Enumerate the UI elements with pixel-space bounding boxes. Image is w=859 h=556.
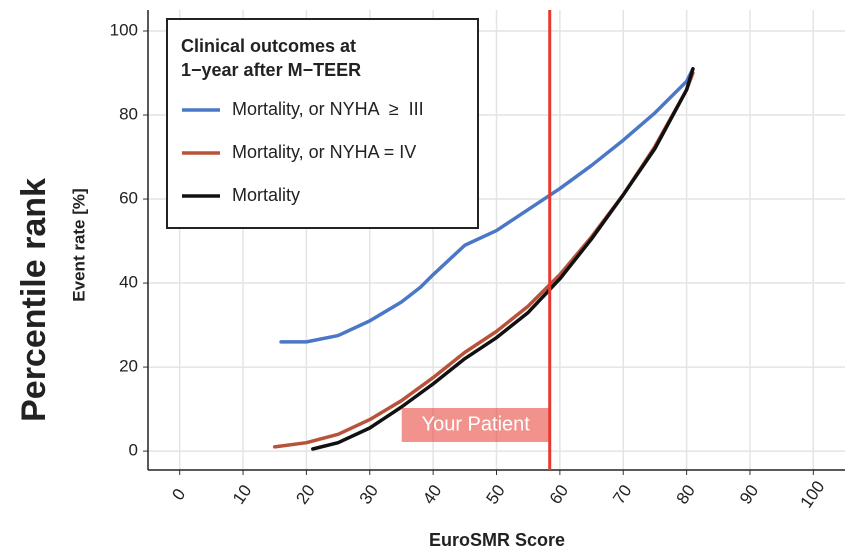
y-tick-label: 80 [119, 105, 138, 124]
y-tick-label: 20 [119, 357, 138, 376]
x-tick-label: 40 [419, 481, 445, 507]
y-tick-label: 60 [119, 189, 138, 208]
x-tick-label: 20 [292, 481, 318, 507]
annotation-label: Your Patient [422, 413, 531, 435]
legend-box [166, 18, 479, 229]
x-tick-label: 90 [736, 481, 762, 507]
y-tick-label: 40 [119, 273, 138, 292]
y-tick-label: 100 [110, 20, 138, 39]
x-tick-label: 30 [356, 481, 382, 507]
legend-label: Mortality, or NYHA ≥ III [232, 99, 424, 119]
x-tick-label: 60 [546, 481, 572, 507]
y-axis-label: Event rate [%] [69, 188, 88, 301]
x-tick-label: 50 [482, 481, 508, 507]
legend-title: Clinical outcomes at [181, 36, 356, 56]
x-tick-label: 0 [168, 485, 189, 504]
x-tick-label: 100 [797, 477, 829, 511]
annotation-box [401, 408, 550, 442]
x-axis-label: EuroSMR Score [429, 530, 565, 550]
x-tick-label: 10 [229, 481, 255, 507]
y-tick-label: 0 [129, 441, 138, 460]
x-tick-label: 70 [609, 481, 635, 507]
outer-y-label: Percentile rank [15, 178, 53, 422]
legend-label: Mortality [232, 185, 300, 205]
x-tick-label: 80 [673, 481, 699, 507]
series-line [279, 67, 695, 344]
legend-label: Mortality, or NYHA = IV [232, 142, 416, 162]
legend-title: 1−year after M−TEER [181, 60, 361, 80]
series-line [310, 67, 695, 451]
